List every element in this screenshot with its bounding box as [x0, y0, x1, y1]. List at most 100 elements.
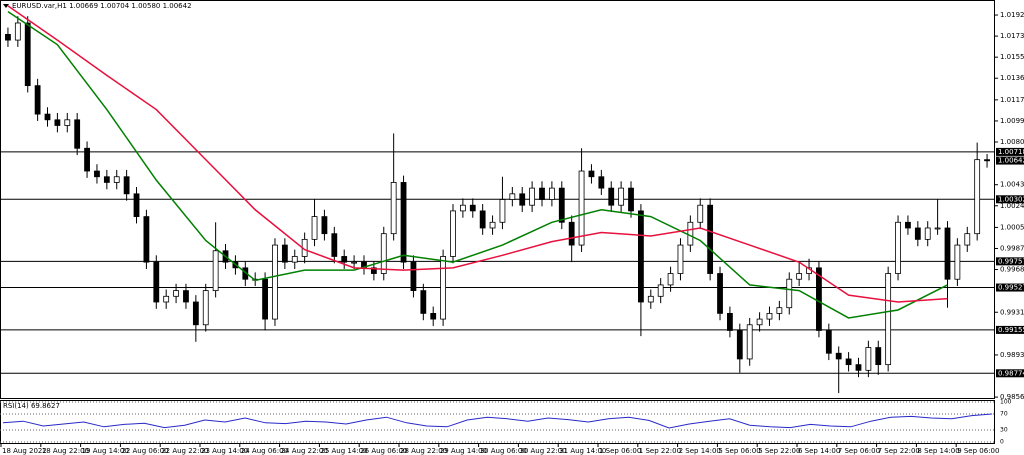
- x-tick-label: 5 Sep 06:00: [718, 447, 760, 455]
- candle-body: [380, 233, 387, 274]
- y-tick-label: 1.01735: [1000, 32, 1024, 40]
- candle-body: [44, 113, 51, 121]
- candle-body: [816, 267, 822, 331]
- rsi-title: RSI(14) 69.8627: [3, 402, 60, 410]
- candle-body: [796, 273, 803, 280]
- candle-body: [459, 204, 466, 212]
- level-box: [996, 283, 1024, 292]
- candle-body: [202, 290, 209, 326]
- level-box: [996, 147, 1024, 156]
- y-tick-label: 1.00245: [1000, 202, 1024, 210]
- rsi-tick-label: 0: [1000, 439, 1004, 446]
- candle-body: [638, 210, 644, 303]
- x-tick-label: 5 Sep 22:00: [758, 447, 800, 455]
- candle-body: [835, 352, 842, 360]
- candle-body: [618, 187, 625, 206]
- x-tick-label: 22 Aug 06:00: [121, 447, 168, 455]
- x-tick-label: 7 Sep 22:00: [878, 447, 920, 455]
- candle-body: [14, 22, 21, 41]
- menu-arrow[interactable]: [3, 4, 9, 8]
- candle-body: [64, 119, 71, 126]
- candle-body: [341, 256, 348, 263]
- chart-title: EURUSD.var,H1 1.00669 1.00704 1.00580 1.…: [12, 2, 192, 10]
- candle-body: [311, 216, 318, 240]
- level-box: [996, 195, 1024, 204]
- candle-body: [697, 204, 704, 223]
- candle-body: [450, 210, 456, 257]
- x-tick-label: 22 Aug 22:00: [161, 447, 208, 455]
- x-tick-label: 6 Sep 14:00: [798, 447, 840, 455]
- candle-body: [519, 193, 526, 206]
- candle-body: [598, 176, 605, 189]
- candle-body: [84, 147, 90, 172]
- x-tick-label: 7 Sep 06:00: [838, 447, 880, 455]
- candle-body: [865, 347, 872, 371]
- candle-body: [54, 119, 61, 126]
- rsi-panel: [0, 400, 995, 444]
- candle-body: [756, 318, 763, 326]
- candle-body: [173, 290, 179, 297]
- candle-body: [964, 233, 971, 246]
- candle-body: [914, 227, 921, 240]
- candle-body: [558, 187, 565, 223]
- y-tick-label: 0.98935: [1000, 351, 1024, 359]
- candle-body: [727, 312, 733, 331]
- rsi-tick-label: 30: [1000, 427, 1008, 434]
- candle-body: [183, 290, 189, 303]
- candle-body: [74, 119, 81, 149]
- x-tick-label: 30 Aug 06:00: [480, 447, 527, 455]
- y-tick-label: 1.01175: [1000, 96, 1024, 104]
- candle-body: [440, 256, 447, 320]
- candle-body: [103, 176, 110, 183]
- candle-body: [281, 244, 288, 263]
- level-label: 1.00302: [998, 195, 1024, 203]
- moving-average: [7, 5, 948, 303]
- candle-body: [123, 176, 130, 195]
- candle-body: [390, 182, 397, 235]
- last-price-label: 1.00642: [998, 157, 1024, 165]
- candle-body: [331, 233, 338, 257]
- rsi-tick-label: 100: [1000, 399, 1012, 406]
- candle-body: [5, 33, 11, 41]
- candle-body: [420, 290, 427, 314]
- candle-body: [924, 227, 931, 240]
- candle-body: [578, 170, 585, 246]
- x-tick-label: 8 Sep 14:00: [917, 447, 959, 455]
- y-tick-label: 1.00055: [1000, 223, 1024, 231]
- y-tick-label: 1.00990: [1000, 117, 1024, 125]
- price-box: [996, 156, 1024, 165]
- candle-body: [845, 358, 852, 366]
- candle-body: [934, 227, 941, 230]
- x-tick-label: 18 Aug 2022: [2, 447, 47, 455]
- moving-average: [7, 10, 948, 319]
- candle-body: [667, 273, 674, 286]
- x-tick-label: 9 Sep 06:00: [957, 447, 999, 455]
- level-label: 1.00718: [998, 148, 1024, 156]
- level-label: 0.99527: [998, 284, 1024, 292]
- candle-body: [499, 199, 506, 223]
- candle-body: [766, 312, 773, 320]
- x-tick-label: 30 Aug 22:00: [519, 447, 566, 455]
- x-tick-label: 31 Aug 14:00: [559, 447, 606, 455]
- candle-body: [647, 295, 654, 303]
- level-label: 0.99757: [998, 257, 1024, 265]
- candle-body: [113, 176, 120, 183]
- candle-body: [954, 244, 961, 280]
- candle-body: [24, 22, 31, 87]
- level-box: [996, 325, 1024, 334]
- x-tick-label: 24 Aug 22:00: [281, 447, 328, 455]
- candle-body: [430, 312, 437, 320]
- y-tick-label: 0.99685: [1000, 266, 1024, 274]
- candle-body: [707, 204, 714, 274]
- candle-body: [657, 284, 664, 297]
- candle-body: [855, 364, 862, 371]
- candle-body: [984, 159, 990, 162]
- x-tick-label: 1 Sep 06:00: [599, 447, 641, 455]
- x-tick-label: 28 Aug 22:00: [400, 447, 447, 455]
- rsi-tick-label: 70: [1000, 411, 1008, 418]
- x-tick-label: 1 Sep 22:00: [639, 447, 681, 455]
- candle-body: [885, 273, 892, 366]
- y-tick-label: 1.01550: [1000, 53, 1024, 61]
